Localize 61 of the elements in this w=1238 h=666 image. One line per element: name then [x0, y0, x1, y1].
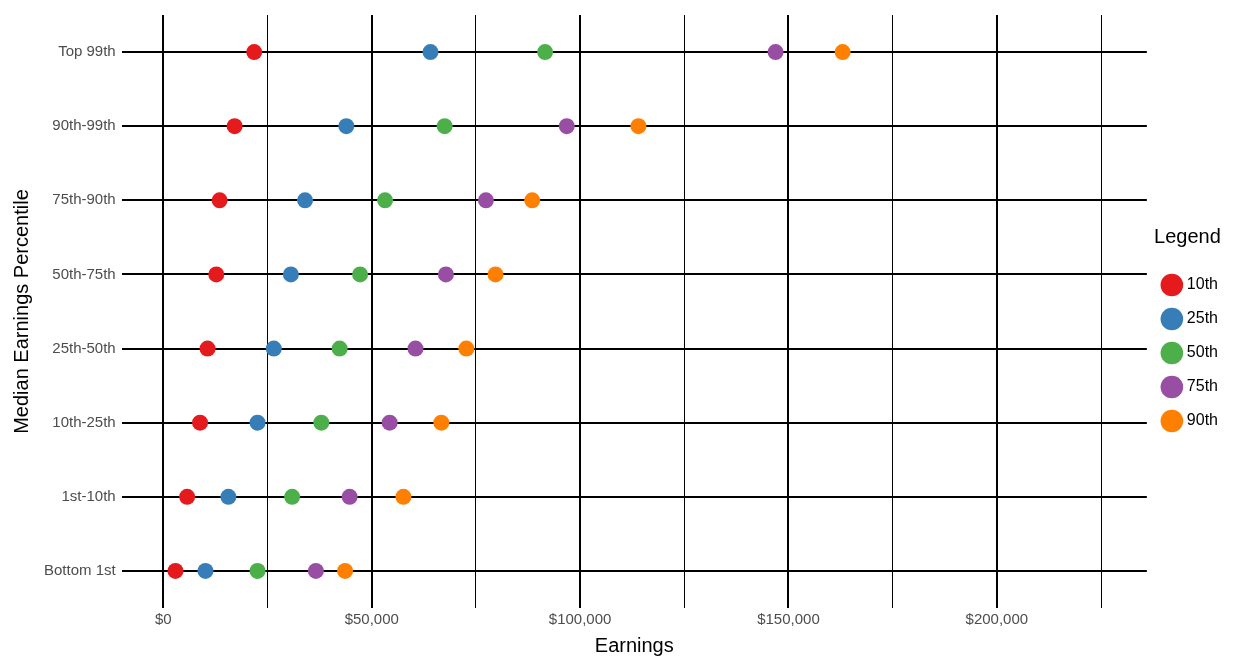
x-axis-title: Earnings — [594, 633, 674, 656]
point — [338, 118, 355, 135]
point — [352, 266, 369, 283]
point — [377, 192, 394, 209]
x-tick-label: $0 — [155, 610, 172, 628]
point — [167, 562, 184, 579]
point — [313, 414, 330, 431]
point — [197, 562, 214, 579]
y-tick-label: Bottom 1st — [43, 561, 117, 579]
y-axis-title: Median Earnings Percentile — [9, 189, 32, 434]
point — [297, 192, 314, 209]
y-tick-label: 25th-50th — [52, 338, 116, 356]
legend-label: 75th — [1186, 377, 1218, 395]
legend-label: 90th — [1186, 411, 1218, 429]
point — [246, 44, 263, 61]
point — [265, 340, 282, 357]
legend-title: Legend — [1154, 224, 1221, 247]
point — [537, 44, 554, 61]
point — [433, 414, 450, 431]
point — [192, 414, 209, 431]
point — [422, 44, 439, 61]
point — [407, 340, 424, 357]
legend-label: 50th — [1186, 343, 1218, 361]
x-tick-label: $150,000 — [757, 610, 820, 628]
point — [767, 44, 784, 61]
legend-label: 25th — [1186, 309, 1218, 327]
point — [226, 118, 243, 135]
point — [249, 414, 266, 431]
y-tick-label: 75th-90th — [52, 190, 116, 208]
point — [220, 488, 237, 505]
point — [487, 266, 504, 283]
point — [341, 488, 358, 505]
point — [307, 562, 324, 579]
point — [458, 340, 475, 357]
point — [524, 192, 541, 209]
y-tick-label: 90th-99th — [52, 116, 116, 134]
x-tick-label: $50,000 — [344, 610, 399, 628]
point — [337, 562, 354, 579]
point — [630, 118, 647, 135]
point — [381, 414, 398, 431]
point — [199, 340, 216, 357]
point — [834, 44, 851, 61]
point — [282, 266, 299, 283]
legend-label: 10th — [1186, 275, 1218, 293]
x-tick-label: $200,000 — [965, 610, 1029, 628]
point — [558, 118, 575, 135]
point — [284, 488, 301, 505]
y-tick-label: 1st-10th — [61, 486, 116, 504]
y-tick-label: 50th-75th — [52, 264, 116, 282]
y-tick-label: Top 99th — [58, 42, 116, 60]
point — [477, 192, 494, 209]
point — [211, 192, 228, 209]
point — [395, 488, 412, 505]
point — [437, 266, 454, 283]
point — [208, 266, 225, 283]
point — [249, 562, 266, 579]
point — [331, 340, 348, 357]
point — [179, 488, 196, 505]
point — [436, 118, 453, 135]
y-tick-label: 10th-25th — [52, 412, 116, 430]
x-tick-label: $100,000 — [548, 610, 612, 628]
